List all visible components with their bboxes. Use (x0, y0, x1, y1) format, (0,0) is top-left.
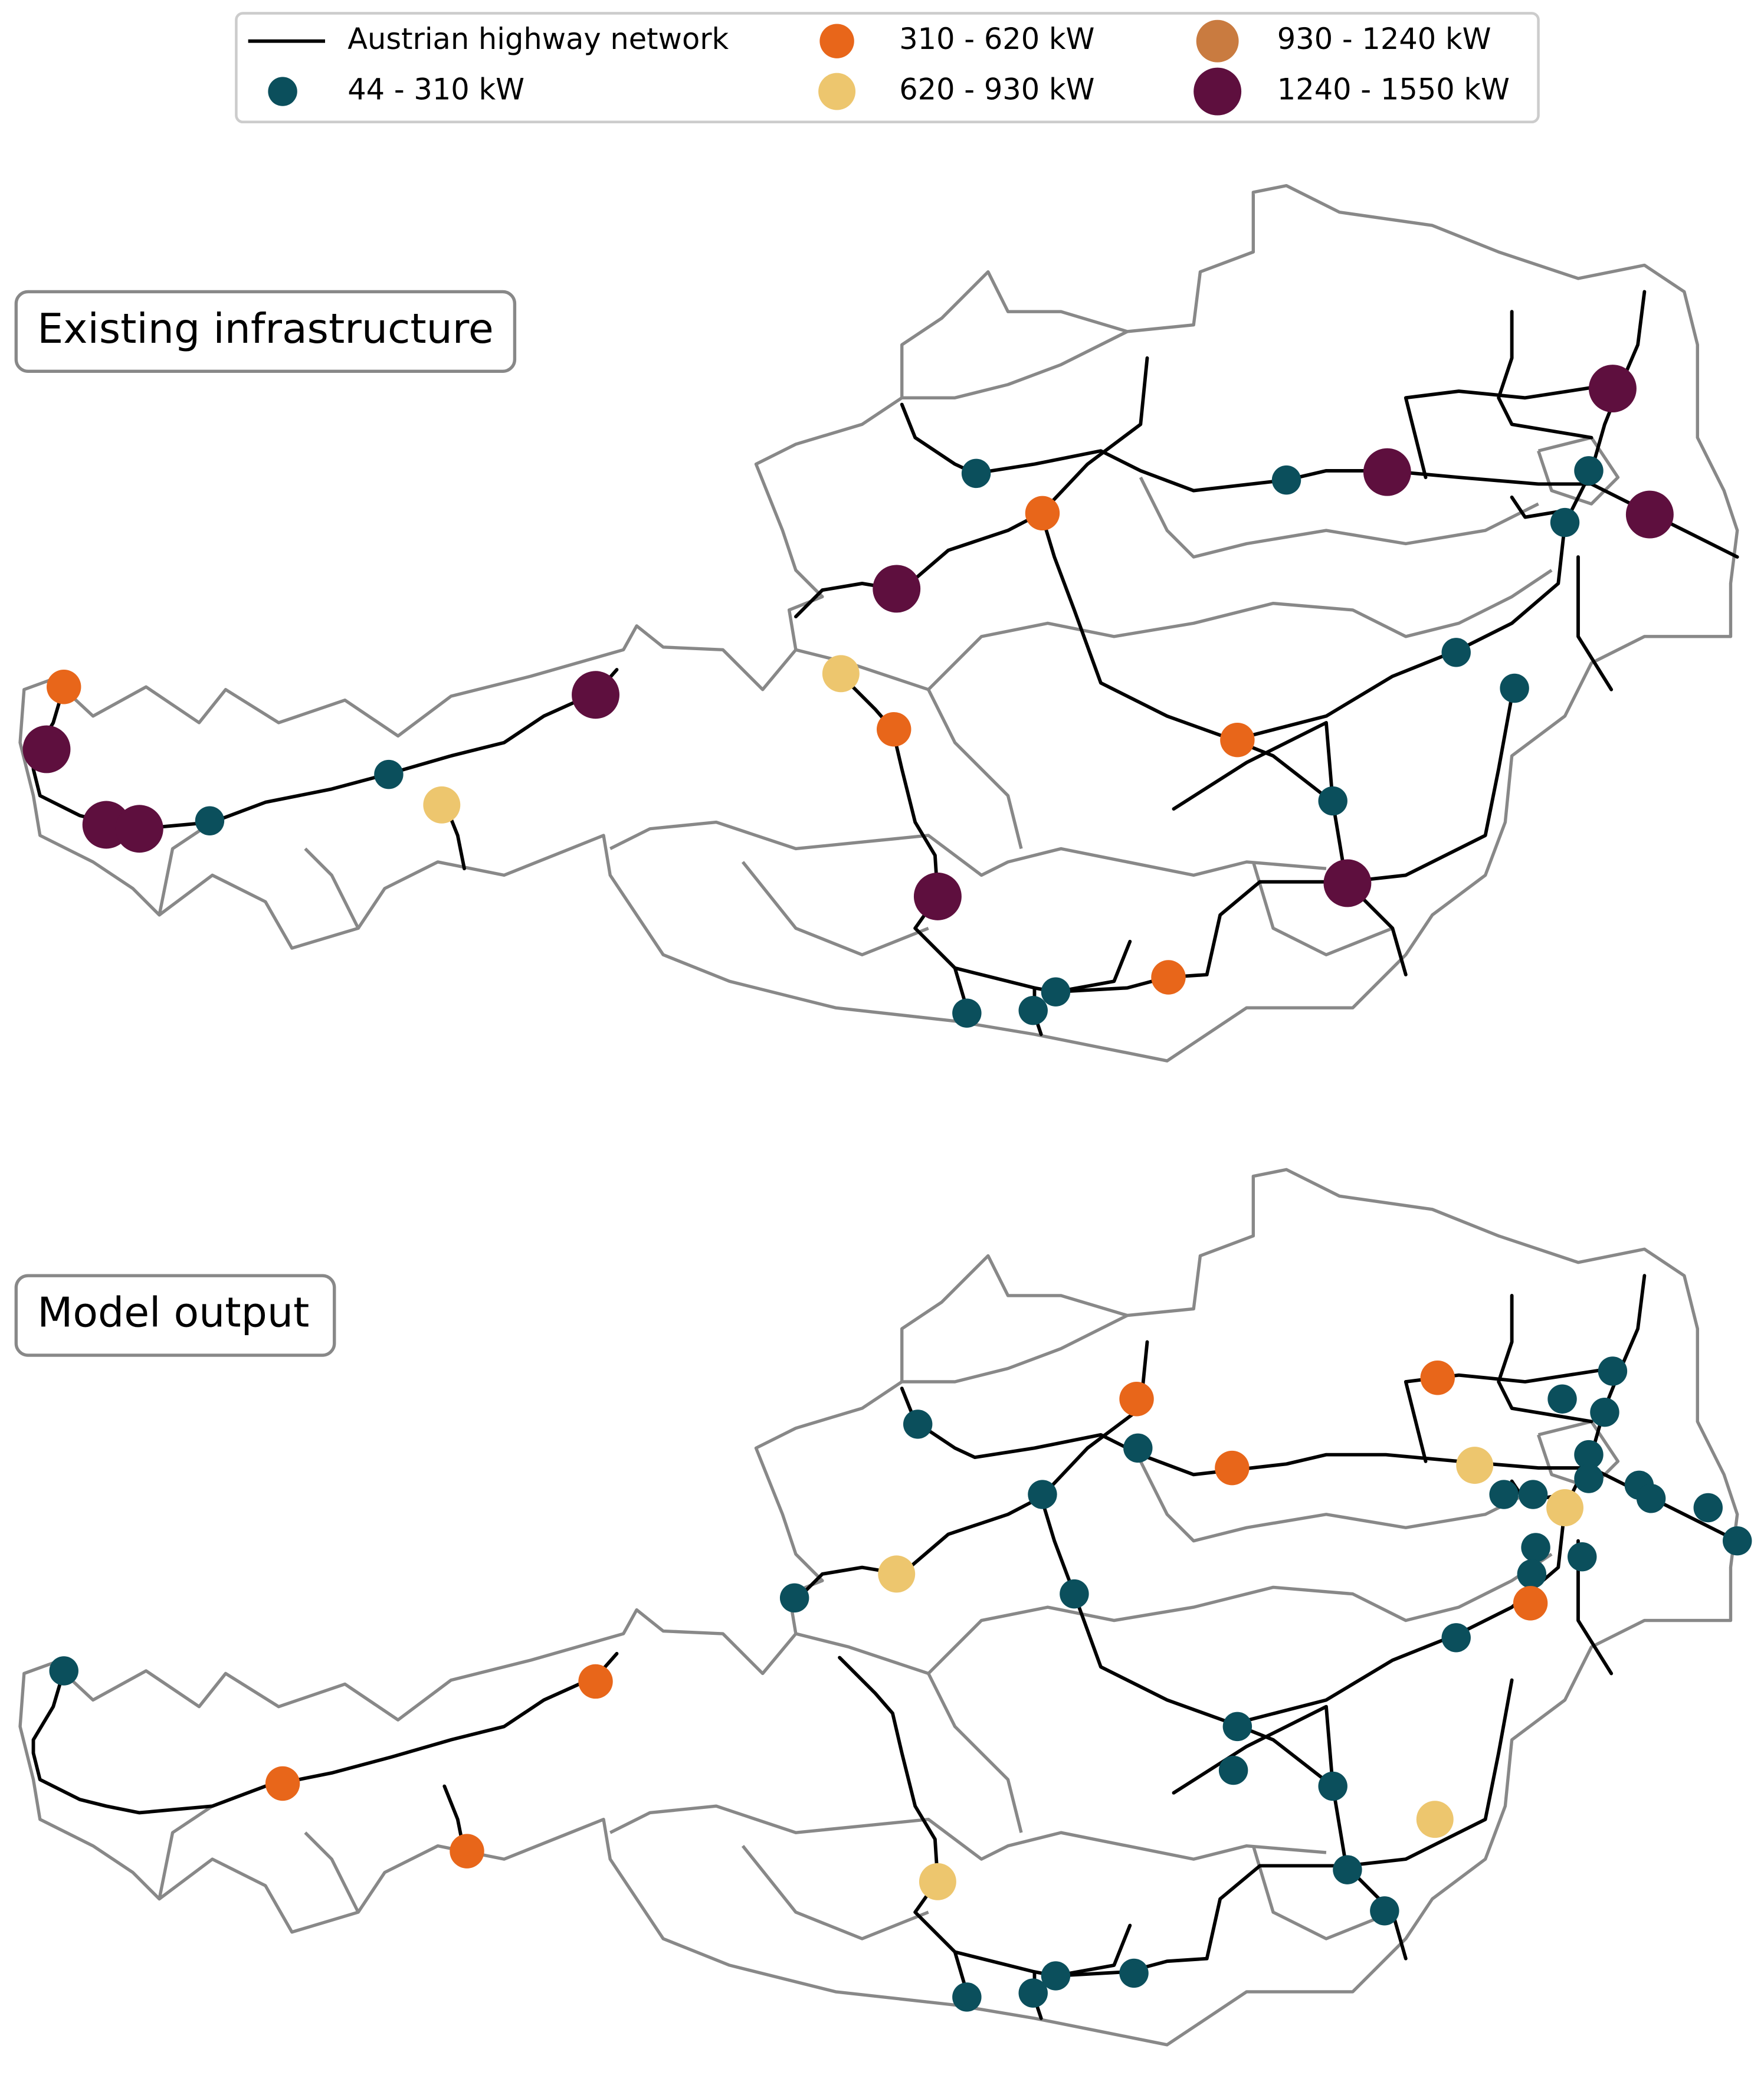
charging-station (22, 725, 71, 773)
charging-station (1420, 1361, 1455, 1395)
charging-station (1025, 496, 1060, 531)
charging-station (1370, 1896, 1399, 1926)
charging-station (1546, 1489, 1583, 1526)
charging-station (1441, 638, 1471, 667)
charging-station (195, 806, 225, 835)
charging-station (1151, 960, 1186, 995)
charging-station (374, 759, 404, 789)
charging-station (961, 458, 991, 489)
charging-station (1218, 1755, 1248, 1785)
charging-station (779, 1583, 809, 1613)
map-panel: Existing infrastructure (14, 186, 1737, 1061)
panel-label: Existing infrastructure (37, 305, 494, 353)
charging-station (1060, 1579, 1089, 1609)
charging-station (1598, 1356, 1628, 1386)
charging-station (115, 805, 163, 853)
charging-station (578, 1664, 613, 1699)
legend-label: 44 - 310 kW (347, 73, 524, 107)
legend-marker (819, 24, 854, 58)
panel-label-box (14, 290, 517, 373)
panel-label-box (14, 1274, 336, 1357)
charging-station (1547, 1384, 1577, 1414)
legend-marker (1194, 67, 1242, 116)
charging-station (1590, 1397, 1619, 1427)
legend-marker (1196, 19, 1239, 63)
charging-station (1693, 1493, 1723, 1523)
charging-station (47, 670, 81, 704)
charging-station (873, 565, 921, 613)
charging-station (877, 712, 911, 747)
legend-label: Austrian highway network (347, 22, 729, 56)
charging-station (423, 786, 461, 824)
charging-station (1416, 1801, 1454, 1838)
highway-network (34, 291, 1737, 1034)
charging-station (1521, 1533, 1550, 1562)
legend: Austrian highway network 44 - 310 kW 310 -… (235, 12, 1540, 124)
charging-station (1028, 1480, 1057, 1509)
charging-station (1517, 1559, 1547, 1589)
charging-station (1636, 1484, 1666, 1513)
charging-station (952, 1982, 982, 2012)
charging-station (1574, 1440, 1604, 1470)
charging-station (913, 872, 962, 920)
charging-station (1119, 1382, 1154, 1417)
charging-station (1722, 1526, 1752, 1556)
charging-station (1220, 722, 1255, 758)
charging-station (952, 998, 982, 1028)
charging-station (1568, 1542, 1597, 1572)
panel-label: Model output (37, 1289, 309, 1337)
charging-station (450, 1834, 484, 1869)
charging-station (1625, 490, 1674, 539)
charging-station (1318, 1771, 1347, 1801)
charging-station (919, 1863, 956, 1900)
charging-station (1271, 465, 1301, 495)
charging-station (1441, 1623, 1471, 1653)
charging-station (1119, 1958, 1149, 1988)
charging-station (572, 671, 619, 719)
charging-station (1041, 977, 1071, 1007)
charging-station (1318, 786, 1347, 816)
legend-marker (268, 77, 297, 106)
charging-station (1550, 507, 1580, 537)
charging-station (1018, 1978, 1048, 2008)
map-panel: Model output (14, 1169, 1752, 2044)
charging-station (1574, 1464, 1604, 1493)
charging-station (1456, 1447, 1494, 1484)
charging-station (265, 1766, 300, 1801)
charging-station (1323, 859, 1372, 907)
legend-label: 310 - 620 kW (899, 22, 1094, 56)
charging-station (49, 1656, 78, 1686)
charging-station (1123, 1433, 1153, 1463)
charging-station (903, 1409, 933, 1439)
legend-marker (818, 73, 856, 110)
charging-station (1518, 1480, 1548, 1509)
legend-label: 1240 - 1550 kW (1277, 73, 1510, 107)
charging-station (1041, 1961, 1071, 1991)
charging-station (1363, 448, 1411, 496)
charging-station (1333, 1855, 1362, 1884)
charging-station (1222, 1712, 1252, 1742)
charging-station (1489, 1480, 1519, 1509)
legend-label: 620 - 930 kW (899, 73, 1094, 107)
charging-station (1574, 456, 1604, 486)
charging-station (1588, 365, 1637, 413)
charging-station (1018, 995, 1048, 1025)
charging-station (1215, 1450, 1250, 1486)
highway-network (34, 1276, 1737, 2018)
charging-station (1500, 673, 1529, 703)
charging-station (1513, 1586, 1548, 1621)
charging-station (822, 655, 860, 693)
legend-label: 930 - 1240 kW (1277, 22, 1491, 56)
charging-station (878, 1555, 916, 1593)
